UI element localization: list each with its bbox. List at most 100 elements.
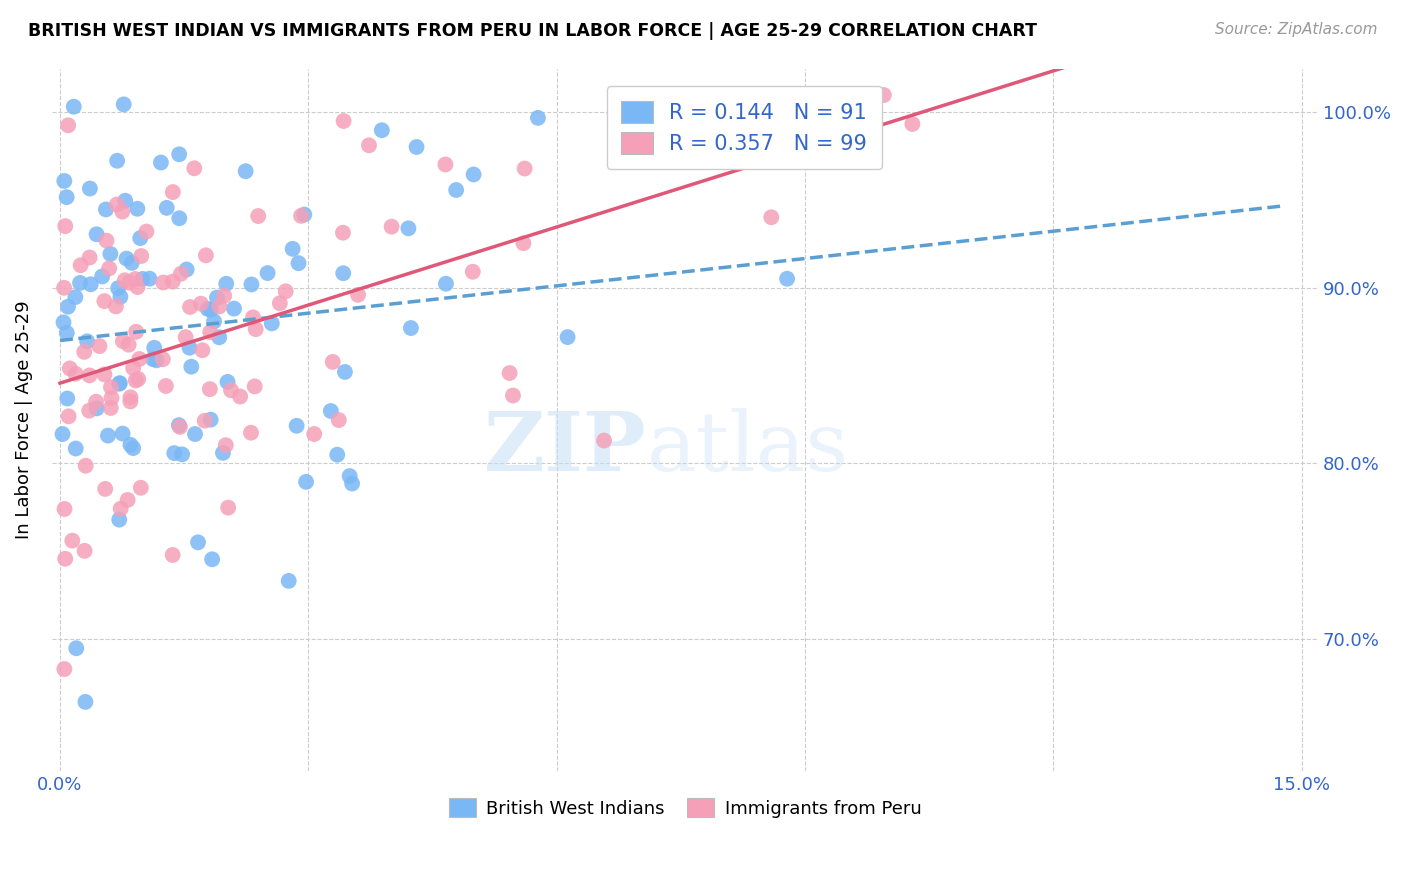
Point bbox=[761, 211, 783, 225]
Point bbox=[202, 314, 225, 328]
Point bbox=[58, 409, 80, 424]
Point bbox=[91, 269, 114, 284]
Point bbox=[94, 482, 117, 496]
Point bbox=[97, 428, 120, 442]
Point bbox=[115, 252, 138, 266]
Point bbox=[108, 513, 131, 527]
Point bbox=[80, 277, 103, 292]
Point bbox=[184, 427, 207, 442]
Point bbox=[100, 380, 122, 394]
Point bbox=[357, 138, 380, 153]
Point bbox=[129, 481, 152, 495]
Point bbox=[245, 322, 267, 336]
Point bbox=[247, 209, 270, 223]
Point bbox=[86, 227, 108, 242]
Point bbox=[105, 153, 128, 168]
Point bbox=[240, 277, 263, 292]
Point bbox=[187, 535, 209, 549]
Point bbox=[53, 281, 76, 295]
Point bbox=[212, 446, 235, 460]
Point bbox=[121, 256, 143, 270]
Point bbox=[208, 330, 231, 344]
Point bbox=[396, 221, 419, 235]
Point bbox=[155, 379, 177, 393]
Point bbox=[810, 114, 832, 128]
Point bbox=[332, 266, 354, 280]
Point bbox=[75, 458, 97, 473]
Point bbox=[295, 475, 318, 489]
Point bbox=[56, 300, 79, 314]
Point bbox=[145, 353, 167, 368]
Point bbox=[198, 382, 221, 396]
Point bbox=[69, 258, 91, 272]
Point bbox=[434, 277, 457, 291]
Point bbox=[340, 476, 363, 491]
Point bbox=[127, 280, 149, 294]
Point bbox=[277, 574, 299, 588]
Point bbox=[169, 211, 191, 226]
Point bbox=[110, 501, 132, 516]
Point bbox=[125, 325, 148, 339]
Point bbox=[53, 662, 76, 676]
Point bbox=[73, 344, 96, 359]
Point bbox=[229, 390, 252, 404]
Point bbox=[162, 548, 184, 562]
Point bbox=[124, 272, 146, 286]
Point bbox=[205, 291, 228, 305]
Point bbox=[93, 368, 115, 382]
Point bbox=[179, 300, 201, 314]
Point bbox=[111, 204, 134, 219]
Point bbox=[125, 374, 148, 388]
Point bbox=[180, 359, 202, 374]
Point bbox=[163, 446, 186, 460]
Point bbox=[107, 281, 129, 295]
Point bbox=[69, 276, 91, 290]
Point bbox=[260, 317, 283, 331]
Point bbox=[217, 500, 239, 515]
Point bbox=[122, 361, 145, 376]
Point bbox=[873, 88, 896, 103]
Point bbox=[381, 219, 404, 234]
Point bbox=[512, 236, 534, 251]
Point bbox=[162, 275, 184, 289]
Point bbox=[776, 271, 799, 285]
Point bbox=[194, 248, 217, 262]
Point bbox=[174, 330, 197, 344]
Point bbox=[84, 394, 107, 409]
Point bbox=[200, 302, 222, 317]
Point bbox=[114, 194, 136, 208]
Point bbox=[117, 492, 139, 507]
Point bbox=[201, 552, 224, 566]
Point bbox=[111, 426, 134, 441]
Point bbox=[75, 695, 97, 709]
Point bbox=[200, 326, 222, 340]
Point bbox=[167, 147, 190, 161]
Text: atlas: atlas bbox=[647, 408, 849, 488]
Point bbox=[219, 384, 242, 398]
Point bbox=[326, 448, 349, 462]
Point bbox=[243, 379, 266, 393]
Point bbox=[118, 337, 141, 351]
Point bbox=[120, 394, 142, 409]
Point bbox=[143, 341, 166, 355]
Y-axis label: In Labor Force | Age 25-29: In Labor Force | Age 25-29 bbox=[15, 301, 32, 539]
Point bbox=[212, 289, 235, 303]
Point bbox=[79, 251, 101, 265]
Point bbox=[129, 231, 152, 245]
Text: BRITISH WEST INDIAN VS IMMIGRANTS FROM PERU IN LABOR FORCE | AGE 25-29 CORRELATI: BRITISH WEST INDIAN VS IMMIGRANTS FROM P… bbox=[28, 22, 1038, 40]
Point bbox=[156, 201, 179, 215]
Point bbox=[53, 502, 76, 516]
Point bbox=[120, 390, 142, 404]
Text: Source: ZipAtlas.com: Source: ZipAtlas.com bbox=[1215, 22, 1378, 37]
Point bbox=[332, 226, 354, 240]
Point bbox=[322, 355, 344, 369]
Point bbox=[901, 117, 924, 131]
Point bbox=[256, 266, 278, 280]
Point bbox=[292, 208, 315, 222]
Point bbox=[51, 427, 73, 442]
Point bbox=[405, 140, 427, 154]
Point bbox=[56, 392, 79, 406]
Point bbox=[94, 202, 117, 217]
Point bbox=[235, 164, 257, 178]
Point bbox=[100, 391, 122, 405]
